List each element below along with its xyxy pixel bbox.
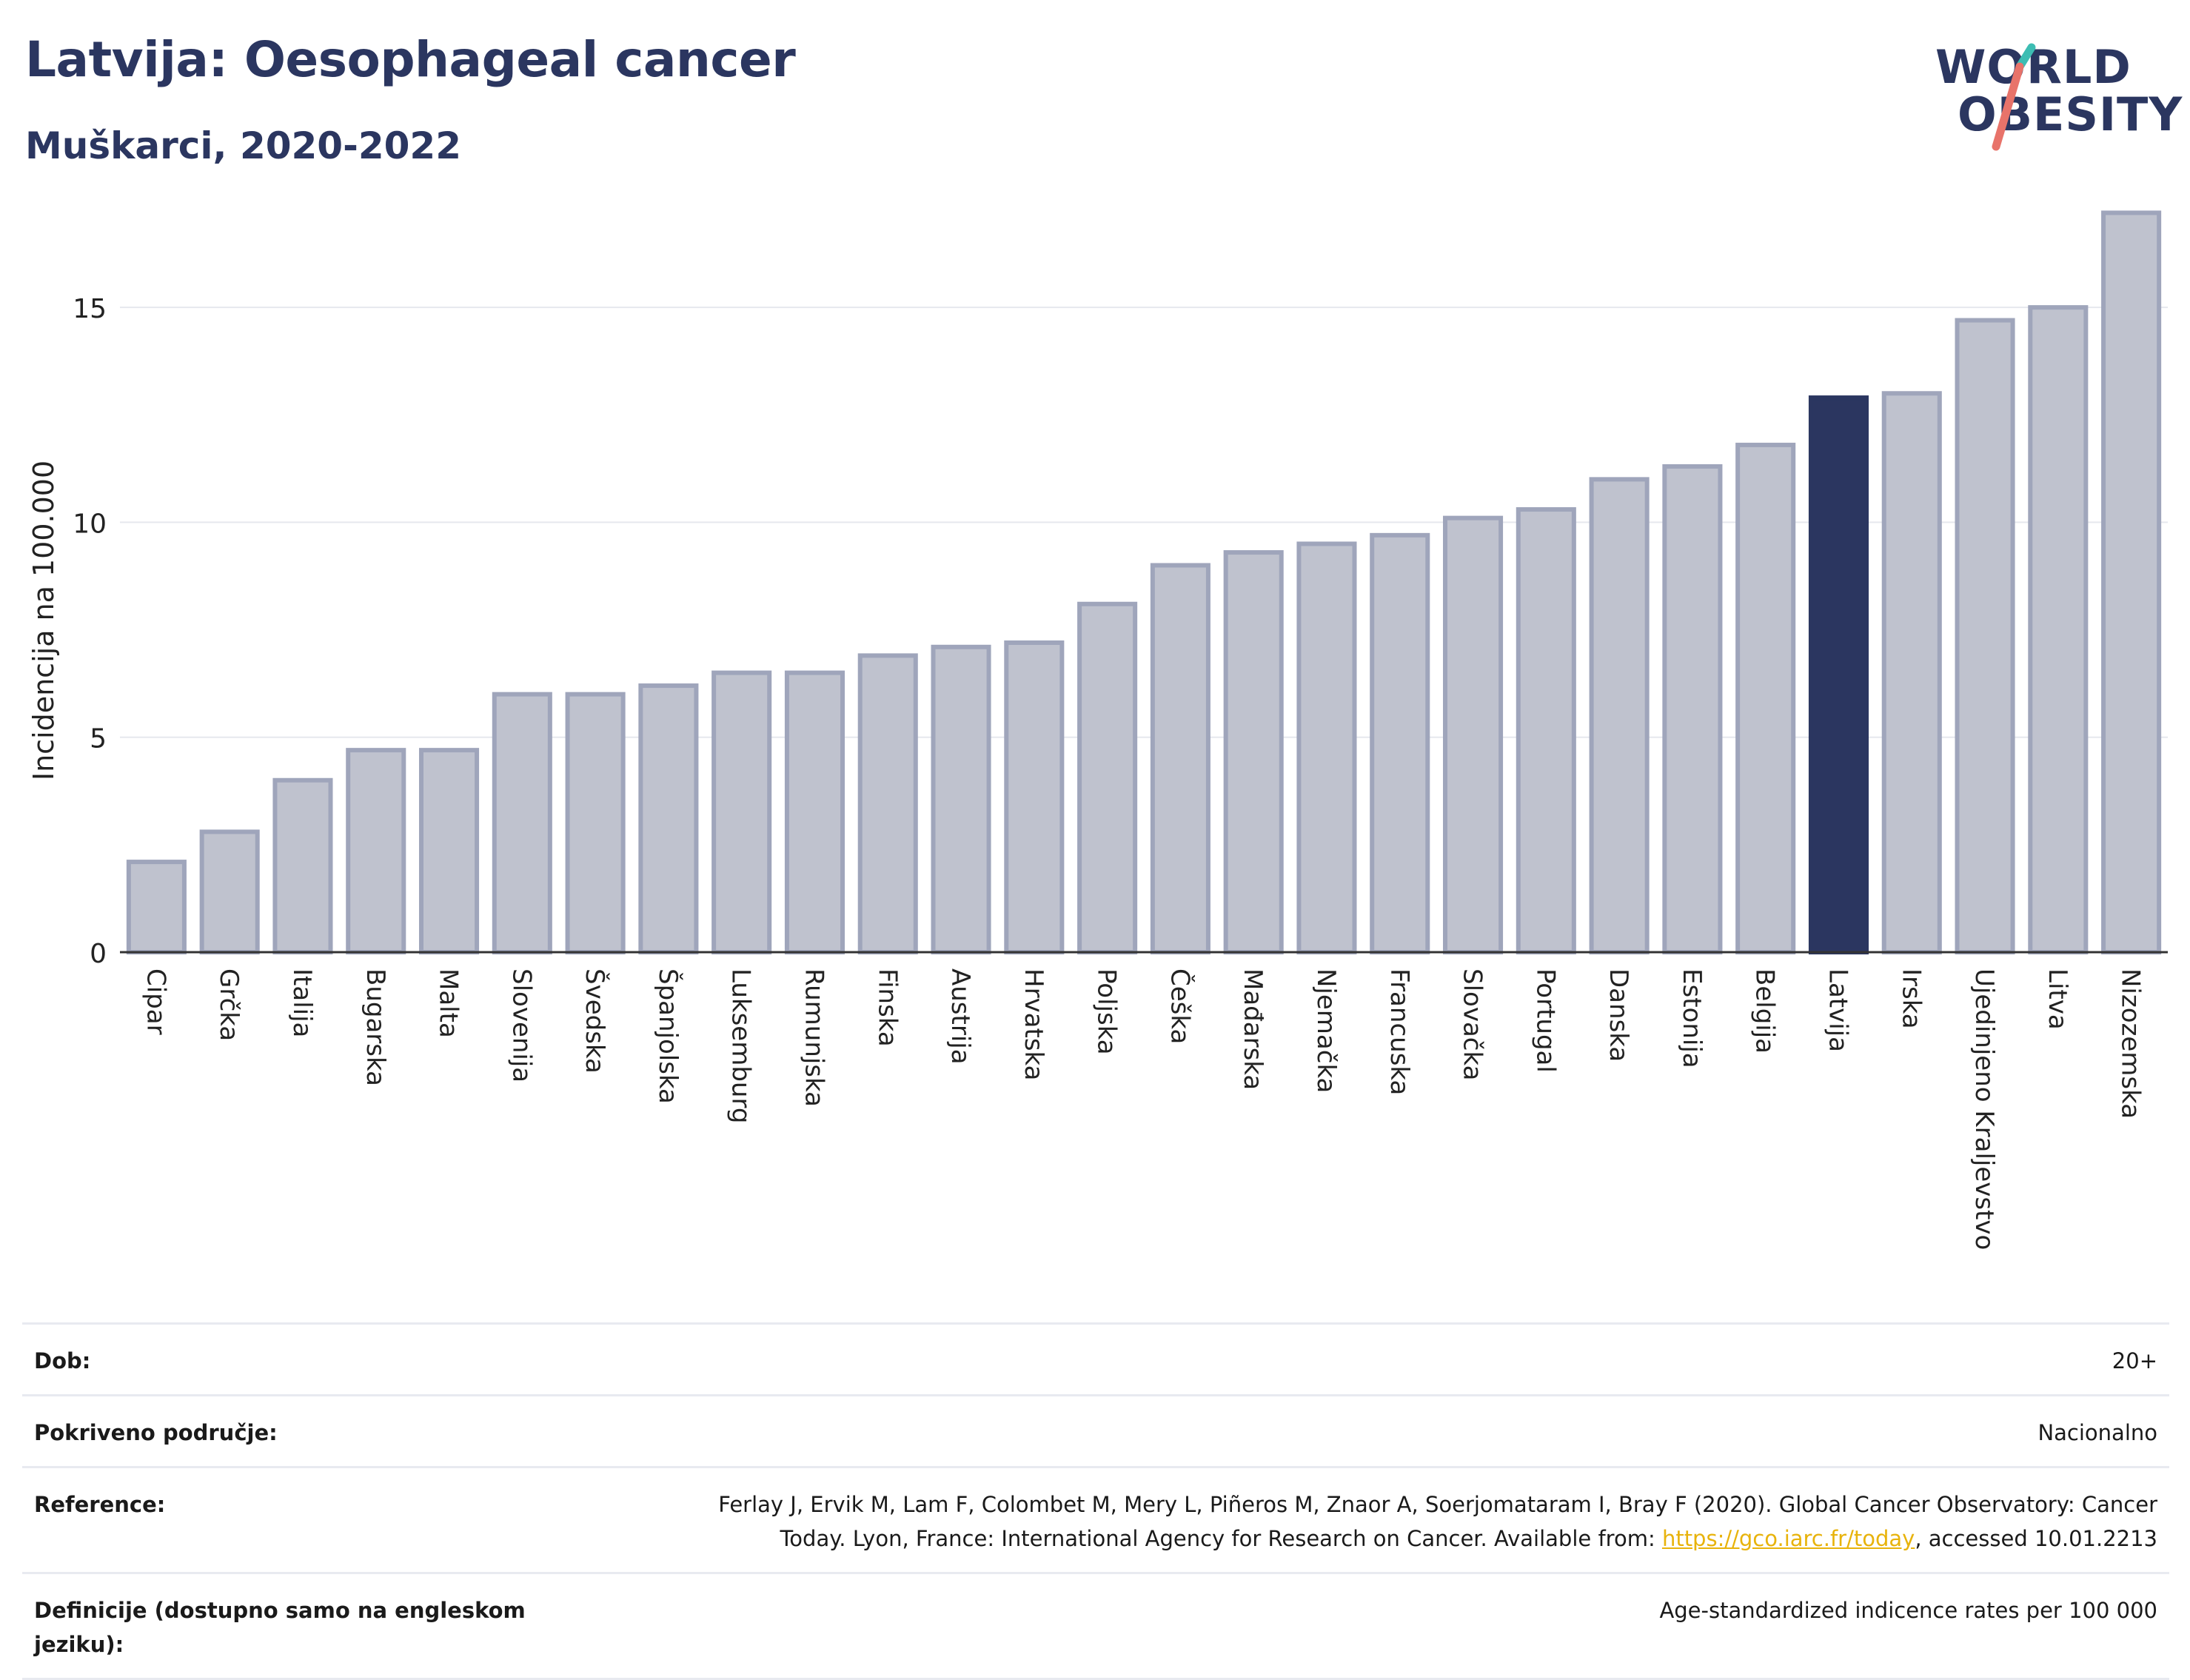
x-tick-label: Mađarska [1238, 968, 1268, 1090]
logo-text-line2: OBESITY [1958, 87, 2183, 141]
bar [1662, 463, 1723, 954]
reference-label: Reference: [34, 1492, 166, 1517]
y-tick-label: 15 [73, 294, 107, 324]
info-row-definition: Definicije (dostupno samo na engleskom j… [22, 1572, 2169, 1680]
bar [1735, 442, 1796, 954]
x-tick-label: Hrvatska [1019, 968, 1048, 1080]
x-tick-label: Danska [1604, 968, 1633, 1062]
bar [346, 748, 406, 954]
x-tick-label: Slovačka [1458, 968, 1487, 1080]
bar [857, 653, 918, 954]
reference-line-2: Today. Lyon, France: International Agenc… [718, 1522, 2157, 1556]
bar [1808, 395, 1869, 954]
bar [418, 748, 480, 954]
x-tick-label: Italija [287, 968, 317, 1037]
bar-chart: 0 5 10 15 Incidencija na 100.000 Cipar Grčka It… [0, 170, 2190, 1325]
x-tick-label: Austrija [945, 968, 975, 1065]
x-tick-label: Portugal [1530, 968, 1560, 1073]
bar [638, 683, 699, 954]
x-tick-label: Bugarska [361, 968, 390, 1086]
coverage-value: Nacionalno [2037, 1420, 2157, 1445]
x-tick-label: Švedska [580, 968, 610, 1074]
page-title: Latvija: Oesophageal cancer [25, 31, 796, 88]
y-tick-label: 5 [90, 724, 107, 754]
bar [2101, 210, 2162, 955]
bar [272, 777, 333, 954]
x-tick-label: Španjolska [653, 968, 683, 1104]
x-tick-label: Ujedinjeno Kraljevstvo [1969, 968, 1999, 1250]
bar [931, 644, 991, 955]
x-tick-label: Finska [872, 968, 902, 1047]
x-tick-label: Poljska [1092, 968, 1122, 1055]
x-tick-label: Estonija [1677, 968, 1707, 1068]
bar [1077, 601, 1138, 954]
bar [2028, 305, 2089, 954]
info-row-coverage: Pokriveno područje: Nacionalno [22, 1394, 2169, 1466]
bar [1516, 507, 1576, 954]
bar [1589, 477, 1650, 955]
x-tick-label: Francuska [1384, 968, 1414, 1095]
info-row-age: Dob: 20+ [22, 1322, 2169, 1394]
age-label: Dob: [34, 1348, 91, 1373]
x-tick-label: Nizozemska [2116, 968, 2146, 1119]
bar [1223, 550, 1284, 954]
bar [492, 692, 552, 955]
bar [1442, 515, 1504, 954]
bar [1296, 541, 1357, 954]
bar [711, 670, 772, 955]
logo-slash-icon [1992, 43, 2036, 151]
x-tick-label: Njemačka [1311, 968, 1341, 1093]
x-tick-label: Malta [434, 968, 463, 1038]
reference-line-2-end: , accessed 10.01.2213 [1915, 1526, 2157, 1551]
bar [1955, 318, 2015, 954]
x-tick-label: Luksemburg [726, 968, 756, 1123]
y-axis-label: Incidencija na 100.000 [27, 461, 60, 780]
info-table: Dob: 20+ Pokriveno područje: Nacionalno … [22, 1322, 2169, 1680]
world-obesity-logo: WORLD OBESITY [1932, 22, 2182, 163]
reference-line-1: Ferlay J, Ervik M, Lam F, Colombet M, Me… [718, 1492, 2157, 1517]
definition-label: Definicije (dostupno samo na engleskom j… [34, 1598, 526, 1657]
x-tick-label: Litva [2043, 968, 2072, 1030]
y-tick-label: 0 [90, 939, 107, 969]
bar [1004, 640, 1065, 954]
reference-link[interactable]: https://gco.iarc.fr/today [1661, 1526, 1915, 1551]
x-tick-label: Irska [1896, 968, 1926, 1029]
x-tick-label: Rumunjska [799, 968, 828, 1107]
coverage-label: Pokriveno područje: [34, 1420, 278, 1445]
reference-line-2-start: Today. Lyon, France: International Agenc… [780, 1526, 1662, 1551]
info-row-reference: Reference: Ferlay J, Ervik M, Lam F, Col… [22, 1466, 2169, 1572]
bar [199, 829, 260, 954]
age-value: 20+ [2112, 1348, 2157, 1373]
reference-value: Ferlay J, Ervik M, Lam F, Colombet M, Me… [718, 1487, 2157, 1556]
definition-value: Age-standardized indicence rates per 100… [1659, 1598, 2157, 1623]
bar [1881, 391, 1942, 954]
x-tick-label: Slovenija [506, 968, 536, 1082]
chart-svg: 0 5 10 15 Incidencija na 100.000 Cipar Grčka It… [27, 210, 2168, 1250]
page-subtitle: Muškarci, 2020-2022 [25, 124, 462, 167]
x-tick-label: Grčka [214, 968, 244, 1041]
bar [1150, 563, 1210, 954]
x-tick-label: Cipar [141, 968, 170, 1035]
x-tick-label: Češka [1165, 968, 1195, 1044]
bar [126, 860, 187, 955]
bar [565, 692, 626, 955]
bar [1370, 532, 1430, 954]
x-tick-label: Latvija [1823, 968, 1852, 1052]
x-tick-label: Belgija [1750, 968, 1780, 1054]
y-tick-label: 10 [73, 509, 107, 539]
bar [784, 670, 845, 955]
